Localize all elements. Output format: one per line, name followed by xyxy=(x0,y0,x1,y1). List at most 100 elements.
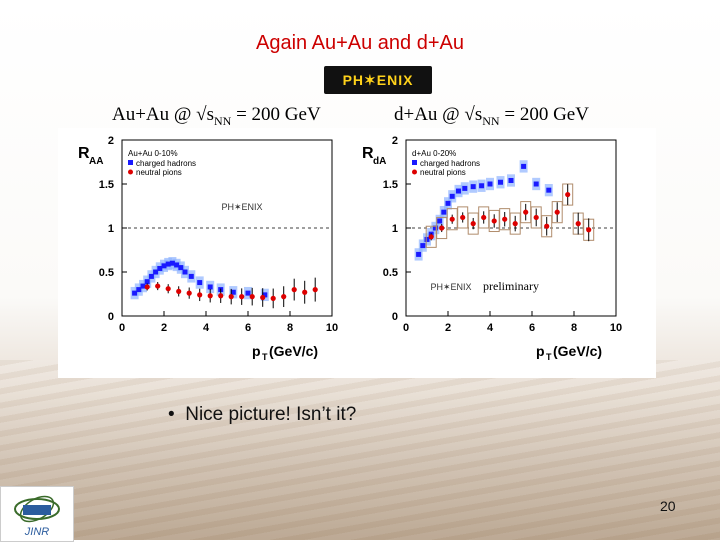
y-tick-label: 2 xyxy=(392,135,398,147)
charged-hadron-point xyxy=(462,185,468,191)
neutral-pion-point xyxy=(544,223,550,229)
neutral-pion-point xyxy=(491,218,497,224)
legend-title: d+Au 0-20% xyxy=(412,149,456,158)
charged-hadron-point xyxy=(207,284,213,290)
neutral-pion-point xyxy=(155,283,161,289)
neutral-pion-point xyxy=(481,214,487,221)
y-axis-label-sub: dA xyxy=(373,156,386,167)
caption-dau-post: = 200 GeV xyxy=(499,104,589,125)
neutral-pion-point xyxy=(586,227,592,233)
charged-hadron-point xyxy=(533,181,539,187)
neutral-pion-point xyxy=(428,234,434,240)
x-axis-label-unit: (GeV/c) xyxy=(553,343,602,359)
neutral-pion-point xyxy=(281,294,287,300)
charged-hadron-point xyxy=(445,200,451,206)
charged-hadron-point xyxy=(169,260,175,266)
charged-hadron-point xyxy=(245,290,251,296)
x-tick-label: 10 xyxy=(610,322,622,334)
x-tick-label: 0 xyxy=(119,322,125,334)
neutral-pion-point xyxy=(176,288,182,294)
legend-label-charged: charged hadrons xyxy=(420,159,480,168)
caption-dau-sub: NN xyxy=(482,113,500,128)
phenix-watermark: PH✶ENIX xyxy=(430,282,471,292)
charged-hadron-point xyxy=(197,280,203,286)
chart-svg: 00.511.520 2 4 6 8 10R AAp T (GeV/c)Au+Au 0-10%… xyxy=(78,135,622,362)
charged-hadron-point xyxy=(416,251,422,257)
neutral-pion-point xyxy=(197,292,203,298)
x-tick-label: 6 xyxy=(529,322,535,334)
neutral-pion-point xyxy=(575,221,581,227)
x-tick-label: 2 xyxy=(161,322,167,334)
y-tick-label: 2 xyxy=(108,135,114,147)
slide-title: Again Au+Au and d+Au xyxy=(256,32,464,54)
neutral-pion-point xyxy=(565,191,571,198)
charged-hadron-point xyxy=(161,263,167,269)
charged-hadron-point xyxy=(262,292,268,298)
charged-hadron-point xyxy=(153,269,159,275)
neutral-pion-point xyxy=(460,214,466,221)
caption-auau-pre: Au+Au @ √s xyxy=(112,104,214,125)
charged-hadron-point xyxy=(188,273,194,279)
neutral-pion-point xyxy=(165,286,171,292)
neutral-pion-point xyxy=(228,294,234,300)
neutral-pion-point xyxy=(207,293,213,299)
neutral-pion-point xyxy=(249,294,255,300)
caption-dau-pre: d+Au @ √s xyxy=(394,104,483,125)
y-tick-label: 0 xyxy=(108,311,114,323)
preliminary-label: preliminary xyxy=(483,279,539,293)
y-axis-label: R xyxy=(362,145,374,162)
legend-title: Au+Au 0-10% xyxy=(128,149,178,158)
neutral-pion-point xyxy=(218,293,224,299)
bullet-point: • Nice picture! Isn’t it? xyxy=(168,404,356,426)
pion-syst-box xyxy=(509,212,521,235)
x-axis-label: p xyxy=(252,343,261,359)
legend-marker-charged xyxy=(412,160,417,165)
caption-auau: Au+Au @ √sNN = 200 GeV xyxy=(112,104,321,129)
phenix-watermark: PH✶ENIX xyxy=(221,202,262,212)
charged-hadron-point xyxy=(424,236,430,242)
neutral-pion-point xyxy=(523,209,529,215)
neutral-pion-point xyxy=(144,284,150,290)
charged-hadron-point xyxy=(487,181,493,187)
legend-label-pion: neutral pions xyxy=(420,168,466,177)
caption-auau-post: = 200 GeV xyxy=(231,104,321,125)
y-tick-label: 0.5 xyxy=(383,267,398,279)
x-axis-label-unit: (GeV/c) xyxy=(269,343,318,359)
y-tick-label: 1 xyxy=(108,223,114,235)
neutral-pion-point xyxy=(512,221,518,227)
y-tick-label: 0 xyxy=(392,311,398,323)
charged-hadron-point xyxy=(178,265,184,271)
neutral-pion-point xyxy=(470,221,476,227)
charged-hadron-point xyxy=(182,269,188,275)
legend-marker-pion xyxy=(128,169,133,175)
charged-hadron-point xyxy=(174,262,180,268)
phenix-logo-text: PH✶ENIX xyxy=(342,71,414,88)
charged-hadron-point xyxy=(148,273,154,279)
x-tick-label: 8 xyxy=(287,322,293,334)
x-axis-label: p xyxy=(536,343,545,359)
legend-label-pion: neutral pions xyxy=(136,168,182,177)
x-tick-label: 8 xyxy=(571,322,577,334)
charged-hadron-point xyxy=(432,225,438,231)
chart-panel-2: 0 0.5 1 1.5 2 0 2 4 6 8 10 R dA p T (GeV/c) d+Au 0-20%c… xyxy=(362,135,622,362)
charged-hadron-point xyxy=(437,218,443,224)
charged-hadron-point xyxy=(449,193,455,199)
charged-hadron-point xyxy=(132,290,138,296)
legend-marker-charged xyxy=(128,160,133,165)
x-axis-label-sub: T xyxy=(262,352,268,362)
jinr-emblem: JINR xyxy=(14,495,60,538)
y-tick-label: 0.5 xyxy=(99,267,114,279)
y-tick-label: 1.5 xyxy=(99,179,114,191)
pion-syst-box xyxy=(562,183,574,206)
caption-auau-sub: NN xyxy=(213,113,232,128)
charged-hadron-point xyxy=(140,283,146,289)
neutral-pion-point xyxy=(186,290,192,296)
neutral-pion-point xyxy=(554,209,560,215)
charged-hadron-point xyxy=(456,188,461,194)
y-tick-label: 1.5 xyxy=(383,179,398,191)
legend-label-charged: charged hadrons xyxy=(136,159,196,168)
x-tick-label: 2 xyxy=(445,322,451,334)
pion-syst-box xyxy=(551,201,563,224)
charged-hadron-point xyxy=(508,177,514,183)
y-tick-label: 1 xyxy=(392,223,398,235)
